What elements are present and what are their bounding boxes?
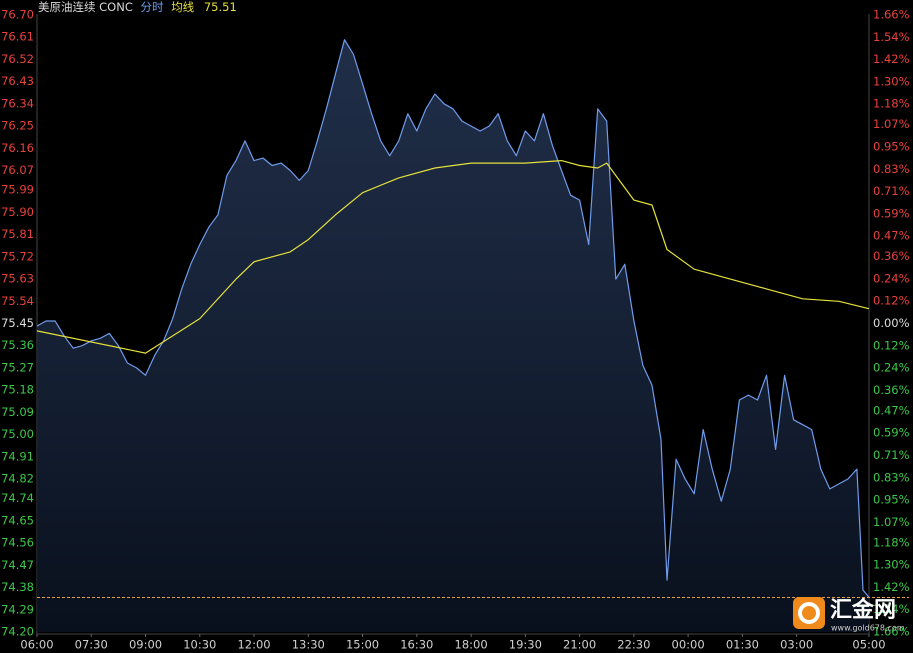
y2-tick-label: 1.18% [873,535,910,549]
y-tick-label: 75.09 [1,405,34,419]
y2-tick-label: 0.95% [873,493,910,507]
logo: 汇金网 www.gold678.com [793,597,905,633]
y2-tick-label: 0.71% [873,184,910,198]
y-tick-label: 75.45 [1,316,34,330]
avg-value: 75.51 [204,0,237,14]
y2-tick-label: 0.12% [873,338,910,352]
y2-tick-label: 0.47% [873,229,910,243]
y-tick-label: 74.38 [1,580,34,594]
header: 美原油连续 CONC 分时 均线 75.51 [38,0,237,14]
x-tick-label: 03:00 [780,638,813,652]
plot: 76.70 76.61 76.52 76.43 76.34 76.25 76.16 76.07… [1,8,910,652]
y-tick-label: 76.25 [1,119,34,133]
brand-url: www.gold678.com [831,624,905,633]
x-tick-label: 10:30 [183,638,216,652]
y2-tick-label: 0.24% [873,361,910,375]
x-tick-label: 13:30 [292,638,325,652]
y2-tick-label: 1.07% [873,117,910,131]
y-tick-label: 75.36 [1,338,34,352]
logo-icon [793,597,825,629]
x-tick-label: 07:30 [75,638,108,652]
y2-tick-label: 0.83% [873,470,910,484]
y-tick-label: 74.74 [1,491,34,505]
y-tick-label: 74.91 [1,449,34,463]
y-tick-label: 75.99 [1,183,34,197]
y-tick-label: 76.16 [1,141,34,155]
x-tick-label: 18:00 [455,638,488,652]
y-tick-label: 75.18 [1,383,34,397]
y2-tick-label: 1.18% [873,97,910,111]
y2-tick-label: 0.36% [873,383,910,397]
x-tick-label: 00:00 [672,638,705,652]
brand: 汇金网 [830,597,896,623]
y-tick-label: 75.54 [1,294,34,308]
y2-tick-label: 0.47% [873,403,910,417]
x-tick-label: 16:30 [400,638,433,652]
price-line [36,39,870,598]
y2-tick-label: 1.42% [873,52,910,66]
y-tick-label: 75.27 [1,360,34,374]
x-tick-label: 19:30 [509,638,542,652]
y2-tick-label: 0.24% [873,271,910,285]
y-tick-label: 74.56 [1,536,34,550]
chart-title: 美原油连续 CONC [38,0,133,14]
y2-tick-label: 0.12% [873,294,910,308]
y2-tick-label: 0.95% [873,139,910,153]
y2-tick-label: 1.54% [873,30,910,44]
y2-tick-label: 0.59% [873,426,910,440]
x-tick-label: 05:00 [852,638,885,652]
x-tick-label: 15:00 [346,638,379,652]
x-tick-label: 22:30 [617,638,650,652]
y-tick-label: 74.65 [1,513,34,527]
y2-tick-label: 1.30% [873,558,910,572]
x-tick-label: 12:00 [237,638,270,652]
y-tick-label: 75.63 [1,272,34,286]
x-tick-label: 09:00 [129,638,162,652]
y2-tick-label: 1.54% [873,602,910,616]
y2-tick-label: 0.71% [873,448,910,462]
y-tick-label: 76.70 [1,8,34,22]
y-tick-label: 74.20 [1,625,34,639]
legend-entry: 分时 [141,0,164,14]
y-tick-label: 74.82 [1,471,34,485]
y-tick-label: 76.43 [1,74,34,88]
y2-tick-label: 1.42% [873,580,910,594]
x-tick-label: 01:30 [726,638,759,652]
y2-tick-label: 0.36% [873,249,910,263]
y2-tick-label: 1.66% [873,625,910,639]
y-tick-label: 75.90 [1,205,34,219]
y-tick-label: 75.72 [1,249,34,263]
y2-tick-label: 0.59% [873,206,910,220]
logo-mark [798,602,820,624]
y-tick-label: 74.47 [1,558,34,572]
area [37,39,869,632]
y-tick-label: 74.29 [1,602,34,616]
y2-tick-label: 1.66% [873,8,910,22]
y-tick-label: 75.00 [1,427,34,441]
y-tick-label: 76.07 [1,163,34,177]
y-tick-label: 76.34 [1,96,34,110]
legend-entry: 均线 [171,0,194,14]
average-line [36,160,870,354]
y2-tick-label: 0.83% [873,162,910,176]
y2-tick-label: 1.07% [873,515,910,529]
y2-tick-label: 1.30% [873,74,910,88]
y-tick-label: 76.52 [1,52,34,66]
y-tick-label: 76.61 [1,30,34,44]
x-tick-label: 06:00 [20,638,53,652]
x-tick-label: 21:00 [563,638,596,652]
y-tick-label: 75.81 [1,227,34,241]
y2-tick-label: 0.00% [873,316,910,330]
